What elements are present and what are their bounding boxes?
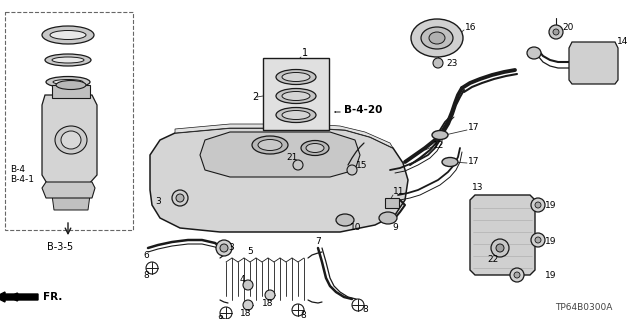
Text: 23: 23 [446, 58, 458, 68]
Ellipse shape [252, 136, 288, 154]
Text: B-3-5: B-3-5 [47, 242, 73, 252]
Text: 10: 10 [350, 224, 362, 233]
Text: B-4: B-4 [10, 166, 25, 174]
Text: 15: 15 [356, 160, 367, 169]
Text: 18: 18 [240, 309, 252, 318]
Text: 8: 8 [143, 271, 148, 279]
Circle shape [243, 300, 253, 310]
Text: 19: 19 [545, 202, 557, 211]
Ellipse shape [276, 70, 316, 85]
Text: 1: 1 [302, 48, 308, 58]
FancyArrow shape [0, 292, 38, 302]
Text: FR.: FR. [43, 292, 62, 302]
Text: 12: 12 [433, 140, 444, 150]
Ellipse shape [50, 31, 86, 40]
Text: 19: 19 [545, 271, 557, 280]
Ellipse shape [442, 158, 458, 167]
Circle shape [535, 202, 541, 208]
Text: 18: 18 [262, 299, 273, 308]
Text: 3: 3 [155, 197, 161, 206]
Bar [5, 12, 133, 230]
Polygon shape [470, 195, 535, 275]
Circle shape [549, 25, 563, 39]
Circle shape [535, 237, 541, 243]
Text: 6: 6 [143, 250, 148, 259]
Ellipse shape [421, 27, 453, 49]
Polygon shape [42, 182, 95, 198]
Text: 22: 22 [487, 256, 499, 264]
Circle shape [243, 280, 253, 290]
Text: 17: 17 [468, 158, 479, 167]
Text: 21: 21 [286, 153, 298, 162]
Ellipse shape [429, 32, 445, 44]
Text: 11: 11 [393, 188, 404, 197]
Circle shape [433, 58, 443, 68]
Ellipse shape [411, 19, 463, 57]
Text: 14: 14 [617, 38, 628, 47]
Text: 19: 19 [545, 236, 557, 246]
Text: 8: 8 [217, 315, 223, 319]
Circle shape [216, 240, 232, 256]
Text: 8: 8 [362, 306, 368, 315]
Text: 17: 17 [468, 123, 479, 132]
Circle shape [491, 239, 509, 257]
Circle shape [531, 198, 545, 212]
Ellipse shape [56, 80, 86, 90]
Ellipse shape [282, 72, 310, 81]
Text: 9: 9 [392, 224, 397, 233]
Polygon shape [200, 132, 360, 177]
Polygon shape [175, 124, 393, 148]
Text: 3: 3 [228, 243, 234, 253]
Ellipse shape [301, 140, 329, 155]
Ellipse shape [52, 57, 84, 63]
Ellipse shape [282, 92, 310, 100]
Ellipse shape [379, 212, 397, 224]
Ellipse shape [258, 139, 282, 151]
Ellipse shape [527, 47, 541, 59]
Ellipse shape [276, 108, 316, 122]
Circle shape [265, 290, 275, 300]
Polygon shape [42, 95, 97, 185]
Text: 13: 13 [472, 183, 483, 192]
Polygon shape [569, 42, 618, 84]
Ellipse shape [336, 214, 354, 226]
Text: TP64B0300A: TP64B0300A [555, 303, 612, 313]
Circle shape [220, 244, 228, 252]
Ellipse shape [55, 126, 87, 154]
Text: 16: 16 [465, 24, 477, 33]
Circle shape [176, 194, 184, 202]
Circle shape [553, 29, 559, 35]
Text: 20: 20 [562, 24, 573, 33]
Polygon shape [52, 195, 90, 210]
Circle shape [531, 233, 545, 247]
Circle shape [510, 268, 524, 282]
Text: 7: 7 [315, 238, 321, 247]
Ellipse shape [46, 77, 90, 87]
Circle shape [293, 160, 303, 170]
Text: 2: 2 [252, 92, 259, 102]
Ellipse shape [45, 54, 91, 66]
Circle shape [496, 244, 504, 252]
Circle shape [514, 272, 520, 278]
Text: 4: 4 [240, 275, 246, 284]
Polygon shape [150, 128, 408, 232]
Bar [52, 85, 90, 98]
Bar [385, 198, 399, 208]
Ellipse shape [282, 110, 310, 120]
Ellipse shape [61, 131, 81, 149]
Ellipse shape [432, 130, 448, 139]
Text: 5: 5 [247, 248, 253, 256]
Text: 8: 8 [300, 311, 306, 319]
Ellipse shape [306, 144, 324, 152]
Ellipse shape [276, 88, 316, 103]
Text: B-4-1: B-4-1 [10, 175, 34, 184]
Bar [263, 58, 329, 130]
Text: B-4-20: B-4-20 [344, 105, 382, 115]
Ellipse shape [53, 79, 83, 85]
Circle shape [347, 165, 357, 175]
Ellipse shape [42, 26, 94, 44]
Circle shape [172, 190, 188, 206]
